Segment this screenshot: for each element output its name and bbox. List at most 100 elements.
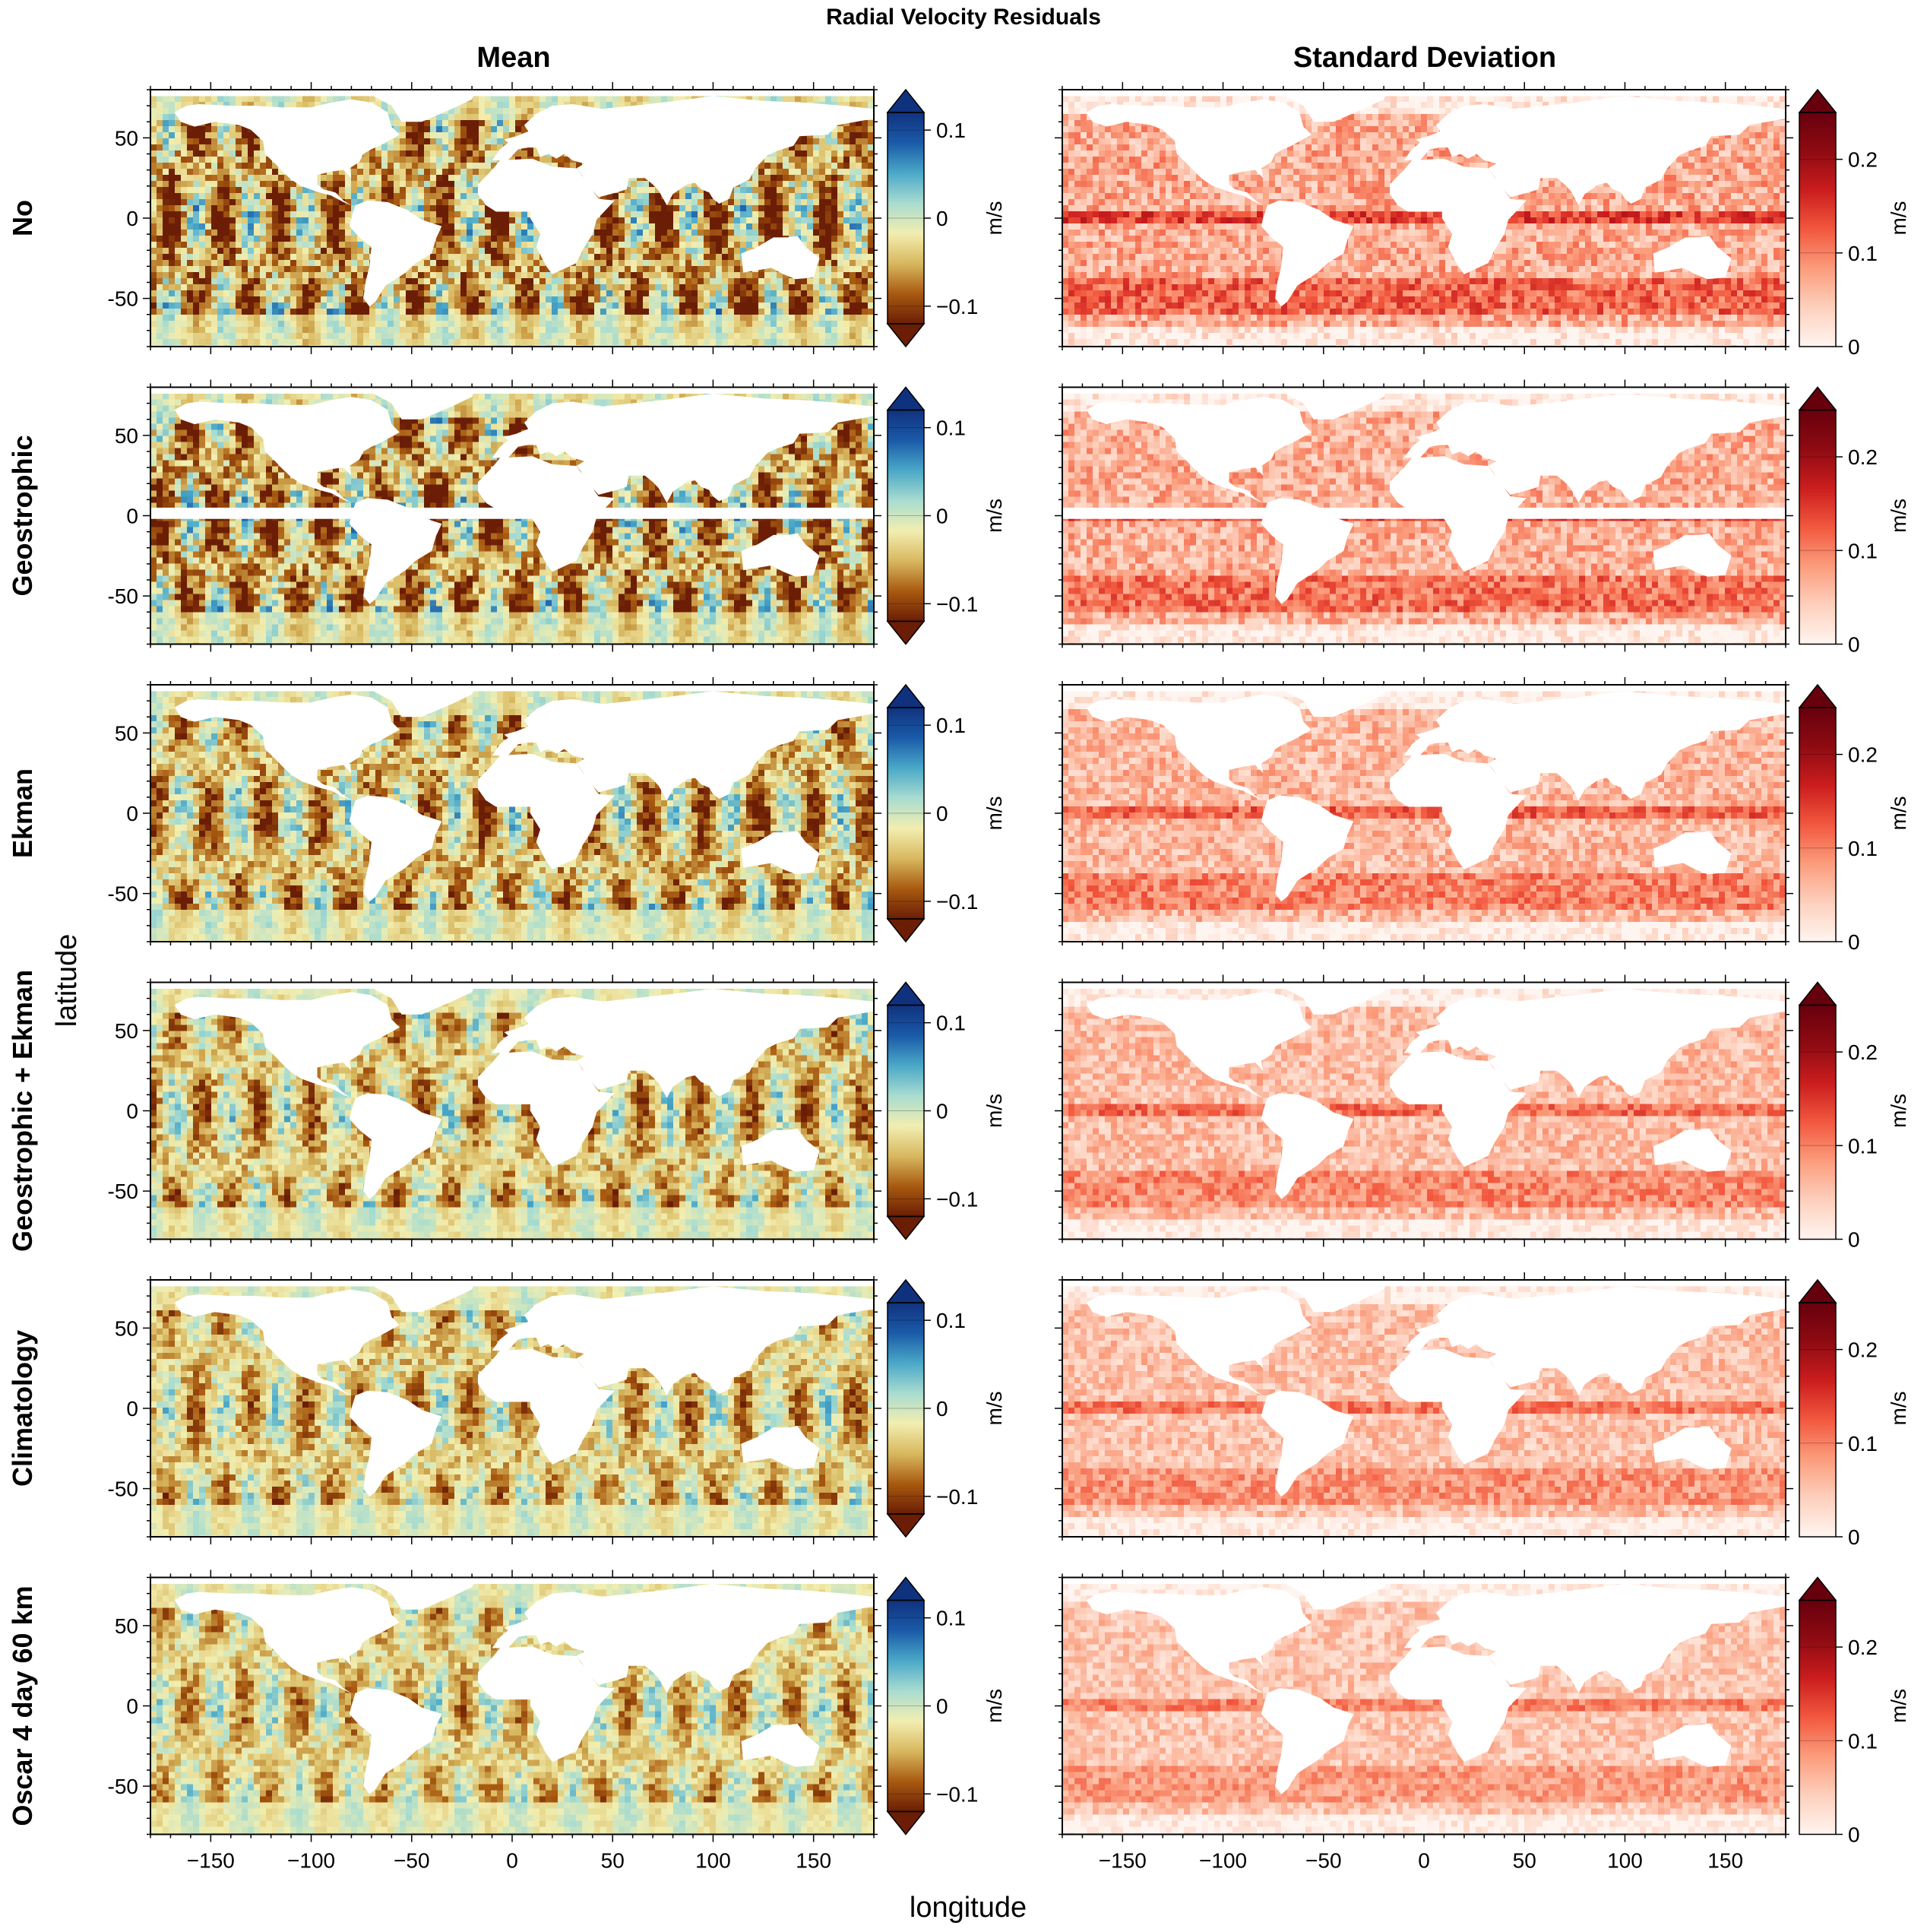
- colorbar-tick-label: 0: [1848, 930, 1860, 954]
- panel-std-5: [1062, 1578, 1786, 1840]
- colorbar-max-extend: [888, 1578, 924, 1601]
- y-axis-label: latitude: [51, 934, 83, 1028]
- colorbar-mean-3: −0.100.1m/s: [888, 983, 1006, 1240]
- colorbar-max-extend: [1799, 983, 1836, 1006]
- y-tick-label: 0: [126, 1100, 138, 1123]
- y-tick-label: -50: [108, 1180, 138, 1203]
- colorbar-tick-label: −0.1: [936, 592, 978, 616]
- colorbar-tick-label: −0.1: [936, 295, 978, 318]
- colorbar-tick-label: −0.1: [936, 1782, 978, 1806]
- colorbar-unit-label: m/s: [982, 1094, 1006, 1128]
- colorbar-unit-label: m/s: [1887, 1689, 1910, 1723]
- colorbar-tick-label: −0.1: [936, 890, 978, 914]
- colorbar-max-extend: [1799, 685, 1836, 708]
- y-tick-label: -50: [108, 882, 138, 906]
- equatorial-gap: [150, 508, 874, 519]
- colorbar-unit-label: m/s: [1887, 499, 1910, 533]
- panel-std-1: [1062, 388, 1786, 650]
- panel-std-3: [1062, 983, 1786, 1245]
- x-tick-label: 100: [1607, 1849, 1643, 1873]
- colorbar-unit-label: m/s: [982, 1391, 1006, 1425]
- y-tick-label: 50: [115, 1316, 138, 1340]
- column-title-std: Standard Deviation: [1293, 42, 1556, 74]
- x-tick-label: 150: [796, 1849, 831, 1873]
- colorbar-mean-4: −0.1 0 0.1 m/s: [888, 1280, 1006, 1537]
- colorbar-tick-label: 0.1: [1848, 1432, 1878, 1455]
- colorbar-tick-label: 0: [936, 1695, 948, 1718]
- colorbar-unit-label: m/s: [1887, 796, 1910, 830]
- colorbar-tick-label: 0.1: [936, 119, 966, 142]
- colorbar-tick-label: 0: [1848, 1228, 1860, 1252]
- colorbar-tick-label: 0.1: [936, 1607, 966, 1630]
- x-tick-label: −100: [287, 1849, 335, 1873]
- x-tick-label: 50: [601, 1849, 625, 1873]
- colorbar-max-extend: [888, 90, 924, 112]
- panel-mean-3: [150, 983, 875, 1245]
- colorbar-std-1: 00.10.2m/s: [1799, 388, 1910, 657]
- panel-mean-1: [150, 388, 875, 650]
- panel-mean-2: [150, 685, 875, 947]
- panels: -50050No−0.100.1m/s00.10.2m/s-50050Geost…: [7, 82, 1910, 1873]
- x-tick-label: 100: [695, 1849, 731, 1873]
- colorbar-max-extend: [1799, 1280, 1836, 1303]
- y-tick-label: 0: [126, 1695, 138, 1718]
- colorbar-max-extend: [888, 983, 924, 1006]
- colorbar-unit-label: m/s: [1887, 1391, 1910, 1425]
- panel-mean-4: [150, 1280, 875, 1542]
- colorbar-tick-label: 0: [936, 207, 948, 230]
- x-tick-label: 150: [1707, 1849, 1743, 1873]
- row-label: No: [7, 200, 38, 236]
- colorbar-tick-label: −0.1: [936, 1187, 978, 1211]
- colorbar-tick-label: −0.1: [936, 1485, 978, 1509]
- x-tick-label: 0: [506, 1849, 518, 1873]
- colorbar-tick-label: 0.2: [1848, 1040, 1878, 1064]
- row-label: Oscar 4 day 60 km: [7, 1585, 38, 1826]
- colorbar-tick-label: 0.1: [1848, 1729, 1878, 1753]
- colorbar-std-5: 00.10.2m/s: [1799, 1578, 1910, 1847]
- panel-std-2: [1062, 685, 1786, 947]
- y-tick-label: 50: [115, 1614, 138, 1638]
- x-axis-label: longitude: [910, 1892, 1027, 1924]
- colorbar-max-extend: [888, 388, 924, 410]
- column-title-mean: Mean: [476, 42, 550, 74]
- x-tick-label: −150: [187, 1849, 235, 1873]
- y-tick-label: 50: [115, 126, 138, 150]
- colorbar-tick-label: 0: [936, 1397, 948, 1420]
- colorbar-max-extend: [1799, 90, 1836, 112]
- colorbar-tick-label: 0: [1848, 1525, 1860, 1549]
- y-tick-label: 50: [115, 721, 138, 745]
- colorbar-mean-2: −0.100.1m/s: [888, 685, 1006, 942]
- y-tick-label: 0: [126, 802, 138, 825]
- colorbar-max-extend: [1799, 388, 1836, 410]
- y-tick-label: 0: [126, 1397, 138, 1420]
- colorbar-min-extend: [888, 324, 924, 347]
- y-tick-label: 0: [126, 207, 138, 230]
- panel-mean-0: [150, 90, 875, 352]
- colorbar-min-extend: [888, 1217, 924, 1240]
- figure-title: Radial Velocity Residuals: [826, 5, 1101, 30]
- x-tick-label: 0: [1418, 1849, 1430, 1873]
- colorbar-std-4: 00.10.2m/s: [1799, 1280, 1910, 1549]
- row-label: Geostrophic: [7, 435, 38, 596]
- colorbar-max-extend: [888, 685, 924, 708]
- colorbar-unit-label: m/s: [982, 1689, 1006, 1723]
- y-tick-label: -50: [108, 1775, 138, 1798]
- colorbar-tick-label: 0.1: [1848, 837, 1878, 860]
- colorbar-max-extend: [1799, 1578, 1836, 1601]
- colorbar-tick-label: 0.1: [1848, 1134, 1878, 1158]
- colorbar-tick-label: 0.2: [1848, 743, 1878, 767]
- colorbar-tick-label: 0: [936, 802, 948, 825]
- colorbar-unit-label: m/s: [982, 796, 1006, 830]
- x-tick-label: 50: [1513, 1849, 1536, 1873]
- colorbar-tick-label: 0: [936, 1100, 948, 1123]
- colorbar-tick-label: 0.1: [936, 1309, 966, 1332]
- colorbar-tick-label: 0: [1848, 335, 1860, 359]
- colorbar-tick-label: 0.1: [1848, 539, 1878, 562]
- colorbar-unit-label: m/s: [982, 201, 1006, 235]
- panel-std-4: [1062, 1280, 1786, 1542]
- colorbar-tick-label: 0.2: [1848, 445, 1878, 469]
- colorbar-unit-label: m/s: [1887, 1094, 1910, 1128]
- colorbar-min-extend: [888, 1514, 924, 1537]
- y-tick-label: 50: [115, 424, 138, 448]
- colorbar-std-3: 0 0.1 0.2 m/s: [1799, 983, 1910, 1252]
